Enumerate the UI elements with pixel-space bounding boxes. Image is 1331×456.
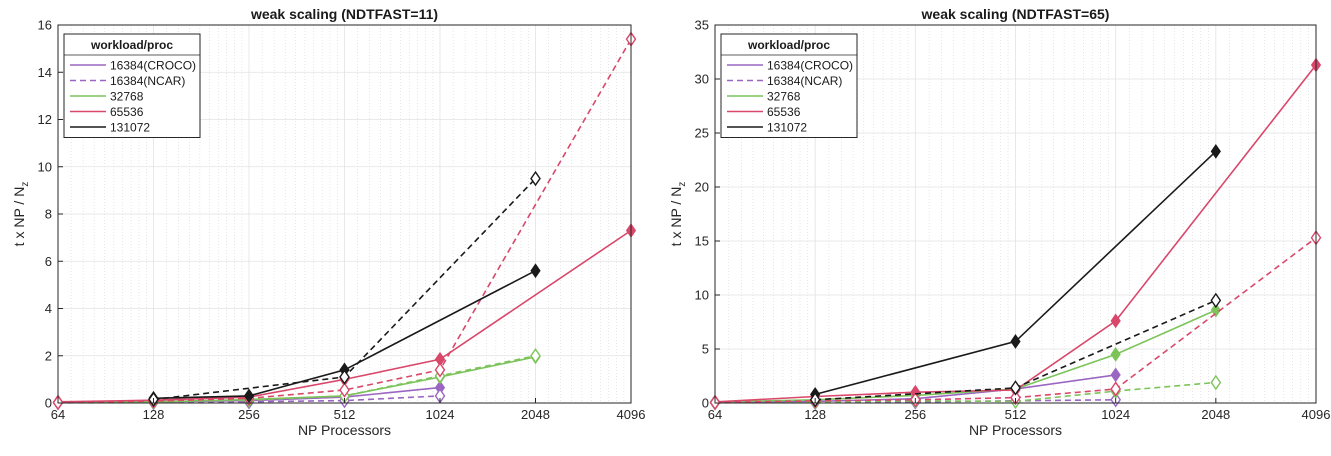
y-axis-label-main: t x NP / N: [668, 187, 684, 247]
y-tick-label: 2: [45, 348, 52, 363]
legend-title: workload/proc: [747, 38, 830, 52]
y-axis-label: t x NP / Nz: [11, 182, 31, 247]
chart-title: weak scaling (NDTFAST=65): [921, 6, 1110, 22]
chart-title: weak scaling (NDTFAST=11): [250, 6, 438, 22]
data-point: [1210, 302, 1221, 318]
x-tick-label: 64: [708, 407, 722, 422]
y-tick-label: 10: [38, 159, 52, 174]
y-tick-label: 16: [38, 18, 52, 33]
data-point: [530, 348, 541, 364]
series-line-65536: [57, 229, 632, 403]
y-tick-label: 8: [45, 207, 52, 222]
x-tick-label: 4096: [617, 407, 646, 422]
y-tick-label: 14: [38, 65, 52, 80]
y-axis-label: t x NP / Nz: [668, 182, 688, 247]
y-tick-label: 25: [695, 126, 709, 141]
data-point: [1010, 389, 1021, 406]
legend: workload/proc 16384(CROCO)16384(NCAR) 3276…: [63, 33, 201, 138]
legend-label: 16384(CROCO): [110, 59, 196, 73]
x-axis-label: NP Processors: [969, 422, 1062, 438]
chart-panel-2: 64 128 256 512 1024 2048 4096 0 5 10 15 20 25 30 35 wea…: [668, 6, 1330, 438]
legend: workload/proc 16384(CROCO)16384(NCAR) 3276…: [720, 33, 858, 138]
series-line-32768: [714, 309, 1217, 403]
y-tick-label: 30: [695, 72, 709, 87]
x-tick-label: 1024: [1101, 407, 1130, 422]
y-axis-label-subscript: z: [677, 182, 688, 187]
x-tick-label: 1024: [426, 407, 455, 422]
data-point: [1110, 347, 1121, 362]
y-tick-label: 20: [695, 180, 709, 195]
data-point: [434, 362, 446, 378]
data-point: [1210, 143, 1221, 159]
y-tick-label: 6: [45, 254, 52, 269]
data-point: [1010, 334, 1021, 349]
y-tick-label: 10: [695, 288, 709, 303]
x-tick-label: 512: [1005, 407, 1027, 422]
y-tick-label: 0: [45, 396, 52, 411]
x-tick-label: 2048: [521, 407, 550, 422]
y-tick-label: 4: [45, 301, 52, 316]
y-axis-label-subscript: z: [20, 182, 31, 187]
legend-title: workload/proc: [90, 38, 173, 52]
legend-label: 16384(NCAR): [767, 74, 842, 88]
data-point: [530, 170, 541, 187]
data-point: [530, 263, 541, 279]
legend-label: 32768: [767, 90, 801, 104]
legend-label: 65536: [767, 105, 801, 119]
y-tick-label: 12: [38, 112, 52, 127]
x-tick-label: 128: [804, 407, 826, 422]
legend-box: [720, 33, 858, 138]
legend-label: 16384(CROCO): [767, 59, 853, 73]
x-tick-label: 4096: [1302, 407, 1331, 422]
x-tick-label: 64: [51, 407, 65, 422]
y-tick-label: 35: [695, 18, 709, 33]
series-line-32768: [57, 356, 536, 404]
chart-panel-1: 64 128 256 512 1024 2048 4096 0 2 4 6 8 10 12 14 16 weak…: [11, 6, 645, 438]
data-point: [1110, 381, 1122, 397]
data-point: [1010, 380, 1021, 396]
series-line-dashed-3: [57, 355, 536, 404]
legend-label: 16384(NCAR): [110, 74, 185, 88]
data-point: [1210, 292, 1222, 309]
legend-label: 32768: [110, 90, 144, 104]
y-tick-label: 15: [695, 234, 709, 249]
series-line-dashed-5: [714, 237, 1317, 404]
data-point: [1210, 374, 1222, 391]
legend-label: 131072: [767, 121, 807, 135]
data-point: [339, 369, 350, 385]
y-axis-label-main: t x NP / N: [11, 187, 27, 247]
x-tick-label: 256: [238, 407, 260, 422]
y-tick-label: 5: [702, 342, 709, 357]
x-tick-label: 2048: [1201, 407, 1230, 422]
x-tick-label: 128: [143, 407, 165, 422]
legend-label: 65536: [110, 105, 144, 119]
data-point: [339, 382, 350, 398]
legend-label: 131072: [110, 121, 150, 135]
data-point: [1110, 313, 1121, 329]
legend-box: [63, 33, 201, 138]
x-tick-label: 256: [904, 407, 926, 422]
x-axis-label: NP Processors: [298, 422, 391, 438]
x-tick-label: 512: [334, 407, 356, 422]
y-tick-label: 0: [702, 396, 709, 411]
series-line-dashed-3: [714, 381, 1216, 404]
